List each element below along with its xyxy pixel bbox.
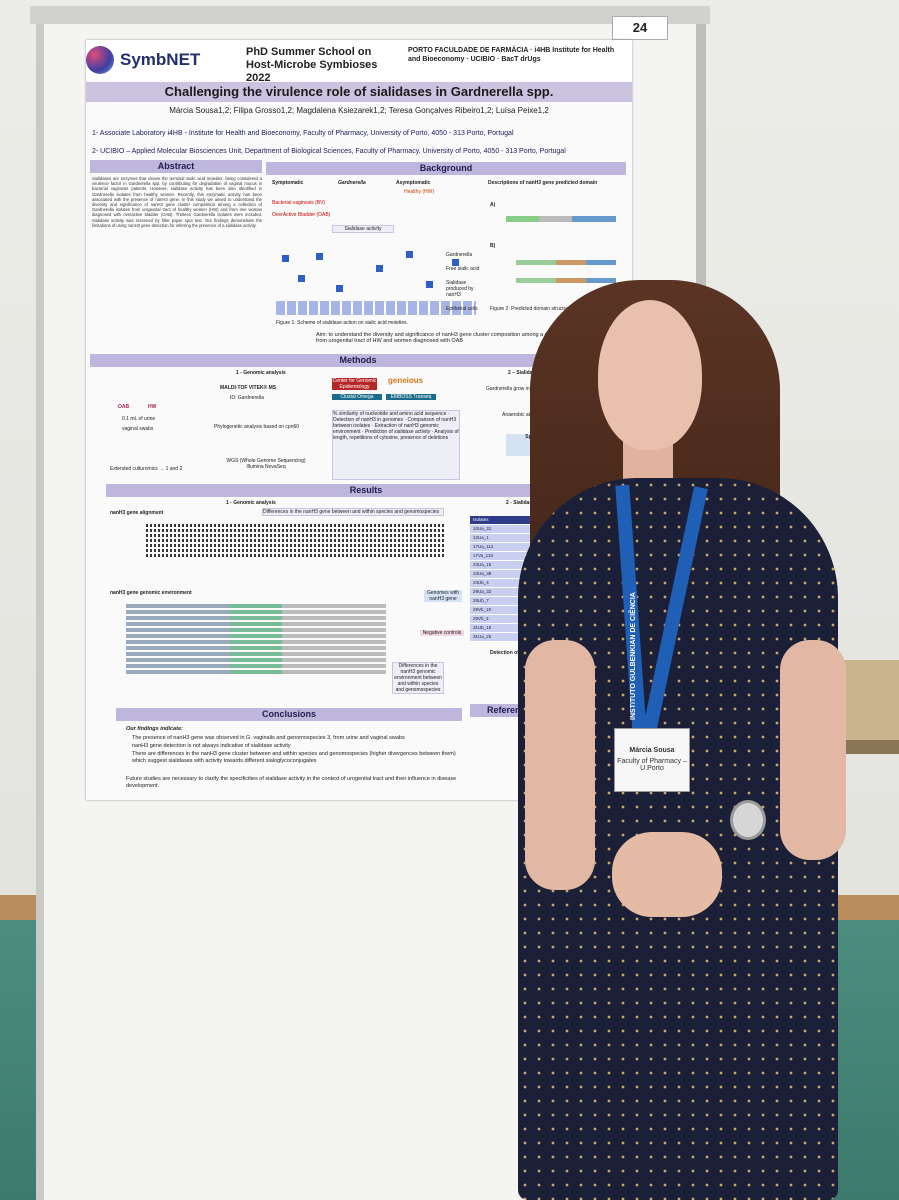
name-badge: Márcia Sousa Faculty of Pharmacy – U.Por… bbox=[614, 728, 690, 792]
methods-maldi: MALDI-TOF VITEK® MS bbox=[220, 385, 277, 391]
table-row: 29Ua_32 bbox=[470, 588, 530, 597]
bg-symptomatic: Symptomatic bbox=[272, 180, 304, 186]
domains-label-b: B) bbox=[490, 243, 496, 249]
methods-swabs: vaginal swabs bbox=[122, 426, 154, 432]
presenter-left-arm bbox=[525, 640, 595, 890]
school-name: PhD Summer School on Host-Microbe Symbio… bbox=[246, 46, 378, 84]
domains-title: Descriptions of nanH3 gene predicted dom… bbox=[488, 180, 598, 186]
affiliation-1: 1- Associate Laboratory i4HB - Institute… bbox=[92, 130, 514, 137]
genomes-with-label: Genomes with nanH3 gene bbox=[424, 590, 462, 602]
tool-emboss: EMBOSS Transeq bbox=[386, 394, 436, 400]
table-row: 23Ua_38 bbox=[470, 570, 530, 579]
methods-phylo: Phylogenetic analysis based on cpn60 bbox=[214, 424, 300, 430]
table-row: 12Ua_1 bbox=[470, 534, 530, 543]
domains-label-a: A) bbox=[490, 202, 496, 208]
table-row: 31Ub_15 bbox=[470, 624, 530, 633]
methods-heading: Methods bbox=[90, 354, 626, 367]
environment-figure bbox=[126, 602, 386, 676]
badge-name: Márcia Sousa bbox=[629, 747, 675, 754]
conclusion-point-1: The presence of nanH3 gene was observed … bbox=[132, 735, 405, 741]
bg-genus-label: Gardnerella bbox=[446, 252, 473, 258]
isolates-table: Isolates 10Ua_31 12Ua_1 17Ua_112 17Va_11… bbox=[470, 516, 530, 642]
bg-produced: Sialidase produced by nanH3 bbox=[446, 280, 474, 298]
presenter-face bbox=[598, 300, 702, 450]
affiliation-2: 2- UCIBIO – Applied Molecular Bioscience… bbox=[92, 148, 566, 155]
conclusion-point-2: nanH3 gene detection is not always indic… bbox=[132, 743, 291, 749]
aim-text: Aim: to understand the diversity and sig… bbox=[316, 332, 625, 344]
results-environment: nanH3 gene genomic environment bbox=[110, 590, 192, 596]
table-row: 29Vb_19 bbox=[470, 606, 530, 615]
table-row: 17Ua_112 bbox=[470, 543, 530, 552]
badge-org: Faculty of Pharmacy – U.Porto bbox=[617, 758, 687, 772]
table-row: 29Vb_3 bbox=[470, 615, 530, 624]
methods-hw: HW bbox=[148, 404, 157, 410]
methods-oab: OAB bbox=[118, 404, 130, 410]
bg-fig1-caption: Figure 1: Scheme of sialidase action on … bbox=[276, 320, 409, 326]
table-row: 23Ua_15 bbox=[470, 561, 530, 570]
abstract-heading: Abstract bbox=[90, 160, 262, 173]
lanyard-text: INSTITUTO GULBENKIAN DE CIÊNCIA bbox=[630, 592, 637, 720]
isolates-header: Isolates bbox=[470, 516, 530, 525]
authors: Márcia Sousa1,2; Filipa Grosso1,2; Magda… bbox=[169, 106, 549, 115]
bg-genus: Gardnerella bbox=[338, 180, 366, 186]
methods-id: ID: Gardnerella bbox=[230, 395, 264, 401]
title-bar bbox=[86, 82, 632, 102]
differences-env-label: Differences in the nanH3 genomic environ… bbox=[392, 662, 444, 694]
conclusions-heading: Conclusions bbox=[116, 708, 462, 721]
bg-bv: Bacterial vaginosis (BV) bbox=[272, 200, 326, 206]
bg-oab: OverActive Bladder (OAB) bbox=[272, 212, 331, 218]
alignment-figure bbox=[146, 522, 446, 559]
presenter-hands bbox=[612, 832, 722, 917]
table-row: 17Va_118 bbox=[470, 552, 530, 561]
sialidase-scheme-illustration bbox=[276, 245, 476, 315]
abstract-text: Sialidases are enzymes that cleave the t… bbox=[92, 176, 262, 228]
bg-healthy: Healthy (HW) bbox=[404, 189, 435, 195]
background-heading: Background bbox=[266, 162, 626, 175]
bg-free-sialic: Free sialic acid bbox=[446, 266, 480, 272]
negative-controls-label: Negative controls bbox=[420, 630, 464, 636]
board-number-tag: 24 bbox=[612, 16, 668, 40]
methods-wgs: WGS (Whole Genome Sequencing) Illumina N… bbox=[226, 458, 306, 470]
methods-steps: % similarity of nucleotide and amino aci… bbox=[332, 410, 460, 480]
bg-asymptomatic: Asymptomatic bbox=[396, 180, 431, 186]
domain-structure-b1 bbox=[516, 260, 616, 265]
results-alignment: nanH3 gene alignment bbox=[110, 510, 164, 516]
tool-clustal: Clustal Omega bbox=[332, 394, 382, 400]
conclusion-point-3: There are differences in the nanH3 gene … bbox=[132, 751, 456, 764]
results-differences: Differences in the nanH3 gene between an… bbox=[262, 508, 444, 516]
tool-cge: Center for Genomic Epidemiology bbox=[332, 378, 377, 390]
methods-culturomics: Extended culturomics → 1 and 2 bbox=[110, 466, 183, 472]
table-row: 23Ub_4 bbox=[470, 579, 530, 588]
brand-logo-text: SymbNET bbox=[120, 50, 201, 69]
domain-structure-a bbox=[506, 216, 616, 222]
results-detection: Detection of sia bbox=[490, 650, 528, 656]
methods-genomic: 1 - Genomic analysis bbox=[236, 370, 286, 376]
tool-geneious: geneious bbox=[388, 376, 424, 385]
poster-title: Challenging the virulence role of sialid… bbox=[164, 84, 554, 99]
presenter-right-arm bbox=[780, 640, 846, 860]
symbnet-logo-icon bbox=[86, 46, 114, 74]
institution-logos: PORTO FACULDADE DE FARMÁCIA · i4HB Insti… bbox=[408, 47, 615, 63]
results-sialidase: 2 - Sialidase a bbox=[506, 500, 540, 506]
results-genomic: 1 - Genomic analysis bbox=[226, 500, 276, 506]
results-heading: Results bbox=[106, 484, 626, 497]
bg-epithelial: Epithelial cells bbox=[446, 306, 478, 312]
table-row: 10Ua_31 bbox=[470, 525, 530, 534]
domains-fig2-caption: Figure 2: Predicted domain structures of… bbox=[490, 306, 607, 312]
methods-urine: 0.1 mL of urine bbox=[122, 416, 156, 422]
watch-icon bbox=[730, 800, 766, 840]
conclusions-intro: Our findings indicate: bbox=[126, 726, 183, 732]
bg-activity: Sialidase activity bbox=[332, 225, 394, 233]
table-row: 29Ub_7 bbox=[470, 597, 530, 606]
conclusion-future: Future studies are necessary to clarify … bbox=[126, 776, 457, 789]
poster-board-frame bbox=[30, 6, 710, 24]
table-row: 31Ua_26 bbox=[470, 633, 530, 642]
domain-structure-b2 bbox=[516, 278, 616, 283]
poster-header: SymbNET PhD Summer School on Host-Microb… bbox=[86, 40, 632, 84]
